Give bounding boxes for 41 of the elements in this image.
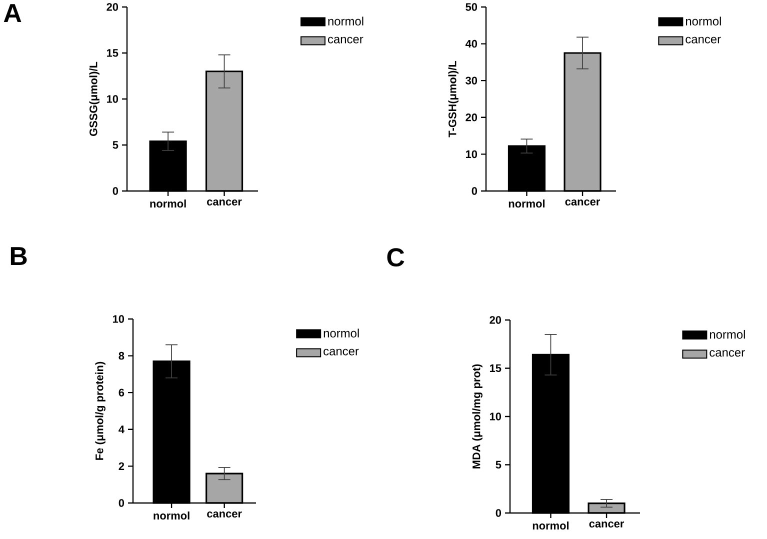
y-tick-label: 8 [118,352,124,360]
y-tick-label: 20 [490,316,502,324]
y-tick-label: 10 [466,150,478,158]
y-tick-label: 30 [466,76,478,84]
legend-label: normol [686,16,721,26]
y-tick-label: 50 [466,3,478,11]
y-tick-label: 15 [106,49,118,57]
legend-label: normol [324,328,359,338]
y-tick-label: 2 [118,462,124,470]
y-tick-label: 4 [118,426,124,434]
y-tick-label: 20 [466,114,478,122]
legend-label: cancer [710,350,745,357]
y-tick-label: 5 [496,460,502,469]
y-tick-label: 10 [112,315,124,323]
legend-label: cancer [686,36,721,44]
y-tick-label: 0 [496,509,502,517]
y-axis-title: MDA (μmol/mg prot) [472,364,482,468]
y-tick-label: 0 [118,499,124,507]
text: C [387,248,404,267]
y-tick-label: 20 [106,3,118,11]
y-axis-title: GSSG(μmol)/L [89,62,100,136]
legend-label: normol [710,330,745,339]
legend-label: cancer [324,348,359,356]
y-tick-label: 0 [472,187,478,195]
text: B [10,247,27,266]
y-tick-label: 15 [490,364,502,372]
legend-label: cancer [328,36,364,44]
y-tick-label: 0 [112,187,118,195]
y-tick-label: 10 [490,412,502,420]
x-tick-label: cancer [565,200,600,206]
x-tick-label: normol [150,200,186,208]
y-tick-label: 40 [465,40,478,48]
y-tick-label: 5 [112,141,118,149]
legend-label: normol [328,16,364,26]
x-tick-label: normol [508,200,545,208]
x-tick-label: cancer [207,200,242,206]
y-axis-title: T-GSH(μmol)/L [448,60,458,138]
text: A [4,4,22,22]
y-axis-title: Fe (μmol/g protein) [95,362,106,460]
y-tick-label: 10 [106,95,118,103]
y-tick-label: 6 [118,388,124,396]
